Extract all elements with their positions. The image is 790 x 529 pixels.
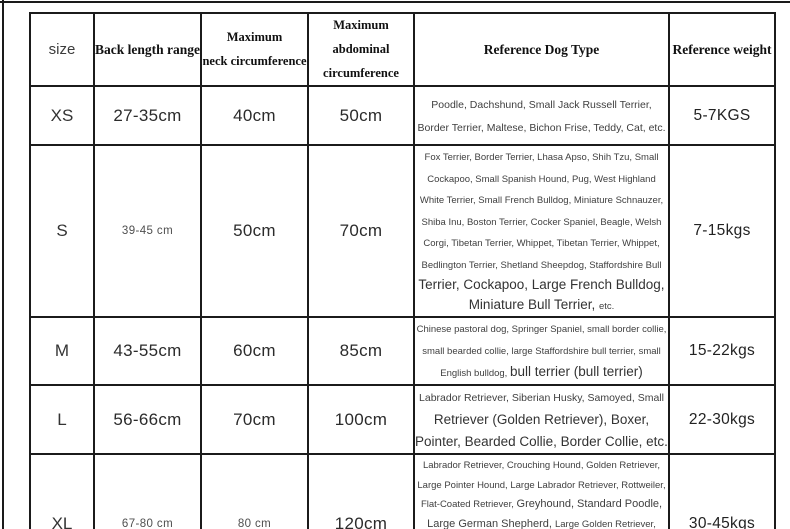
dog-type-segment: Labrador Retriever, Siberian Husky, Samo… — [419, 392, 664, 405]
reference-dog-type-text: Labrador Retriever, Siberian Husky, Samo… — [413, 384, 670, 456]
table-row-s: S 39-45 cm 50cm 70cm Fox Terrier, Border… — [29, 144, 776, 319]
abdominal-circumference-value: 50cm — [307, 85, 415, 147]
reference-dog-type-text: Fox Terrier, Border Terrier, Lhasa Apso,… — [413, 144, 670, 319]
header-reference-weight: Reference weight — [668, 11, 776, 88]
neck-circumference-value: 60cm — [200, 316, 309, 387]
table-row-xl: XL 67-80 cm 80 cm 120cm Labrador Retriev… — [29, 453, 776, 529]
table-row-xs: XS 27-35cm 40cm 50cm Poodle, Dachshund, … — [29, 85, 776, 147]
header-max-neck-circumference: Maximum neck circumference — [200, 11, 309, 88]
header-back-length-range: Back length range — [93, 11, 202, 88]
header-max-abdominal-circumference: Maximum abdominal circumference — [307, 11, 415, 88]
abdominal-circumference-value: 70cm — [307, 144, 415, 319]
reference-weight-value: 5-7KGS — [668, 85, 776, 147]
dog-type-segment: Retriever (Golden Retriever), Boxer, Poi… — [415, 412, 668, 450]
crop-frame-top-line — [0, 1, 790, 3]
neck-circumference-value: 40cm — [200, 85, 309, 147]
dog-type-segment: bull terrier (bull terrier) — [509, 364, 643, 380]
reference-dog-type-text: Poodle, Dachshund, Small Jack Russell Te… — [413, 85, 670, 147]
header-size: size — [29, 11, 95, 88]
table-row-m: M 43-55cm 60cm 85cm Chinese pastoral dog… — [29, 316, 776, 387]
size-label: XL — [29, 453, 95, 529]
back-length-value: 43-55cm — [93, 316, 202, 387]
table-row-l: L 56-66cm 70cm 100cm Labrador Retriever,… — [29, 384, 776, 456]
size-label: S — [29, 144, 95, 319]
dog-type-segment: Fox Terrier, Border Terrier, Lhasa Apso,… — [419, 152, 664, 271]
dog-type-segment: Greyhound, Standard Poodle, Large German… — [427, 498, 663, 529]
dog-type-segment: Large Golden Retriever, Large Crouching … — [554, 519, 656, 529]
abdominal-circumference-value: 120cm — [307, 453, 415, 529]
size-label: L — [29, 384, 95, 456]
back-length-value: 27-35cm — [93, 85, 202, 147]
reference-weight-value: 7-15kgs — [668, 144, 776, 319]
back-length-value: 39-45 cm — [93, 144, 202, 319]
reference-dog-type-text: Chinese pastoral dog, Springer Spaniel, … — [413, 316, 670, 387]
reference-weight-value: 30-45kgs — [668, 453, 776, 529]
back-length-value: 67-80 cm — [93, 453, 202, 529]
neck-circumference-value: 70cm — [200, 384, 309, 456]
dog-type-segment: Poodle, Dachshund, Small Jack Russell Te… — [417, 98, 666, 134]
dog-type-segment: Terrier, Cockapoo, Large French Bulldog,… — [418, 277, 665, 312]
crop-frame-left-line — [2, 0, 4, 529]
reference-dog-type-text: Labrador Retriever, Crouching Hound, Gol… — [413, 453, 670, 529]
dog-size-chart-table: size Back length range Maximum neck circ… — [29, 11, 776, 529]
back-length-value: 56-66cm — [93, 384, 202, 456]
abdominal-circumference-value: 100cm — [307, 384, 415, 456]
dog-type-segment: Labrador Retriever, Crouching Hound, Gol… — [417, 460, 666, 511]
neck-circumference-value: 80 cm — [200, 453, 309, 529]
reference-weight-value: 22-30kgs — [668, 384, 776, 456]
size-label: XS — [29, 85, 95, 147]
dog-type-segment: etc. — [599, 300, 615, 312]
dog-type-segment: Chinese pastoral dog, Springer Spaniel, … — [416, 324, 667, 380]
size-label: M — [29, 316, 95, 387]
header-reference-dog-type: Reference Dog Type — [413, 11, 670, 88]
reference-weight-value: 15-22kgs — [668, 316, 776, 387]
neck-circumference-value: 50cm — [200, 144, 309, 319]
abdominal-circumference-value: 85cm — [307, 316, 415, 387]
header-row: size Back length range Maximum neck circ… — [29, 11, 776, 88]
